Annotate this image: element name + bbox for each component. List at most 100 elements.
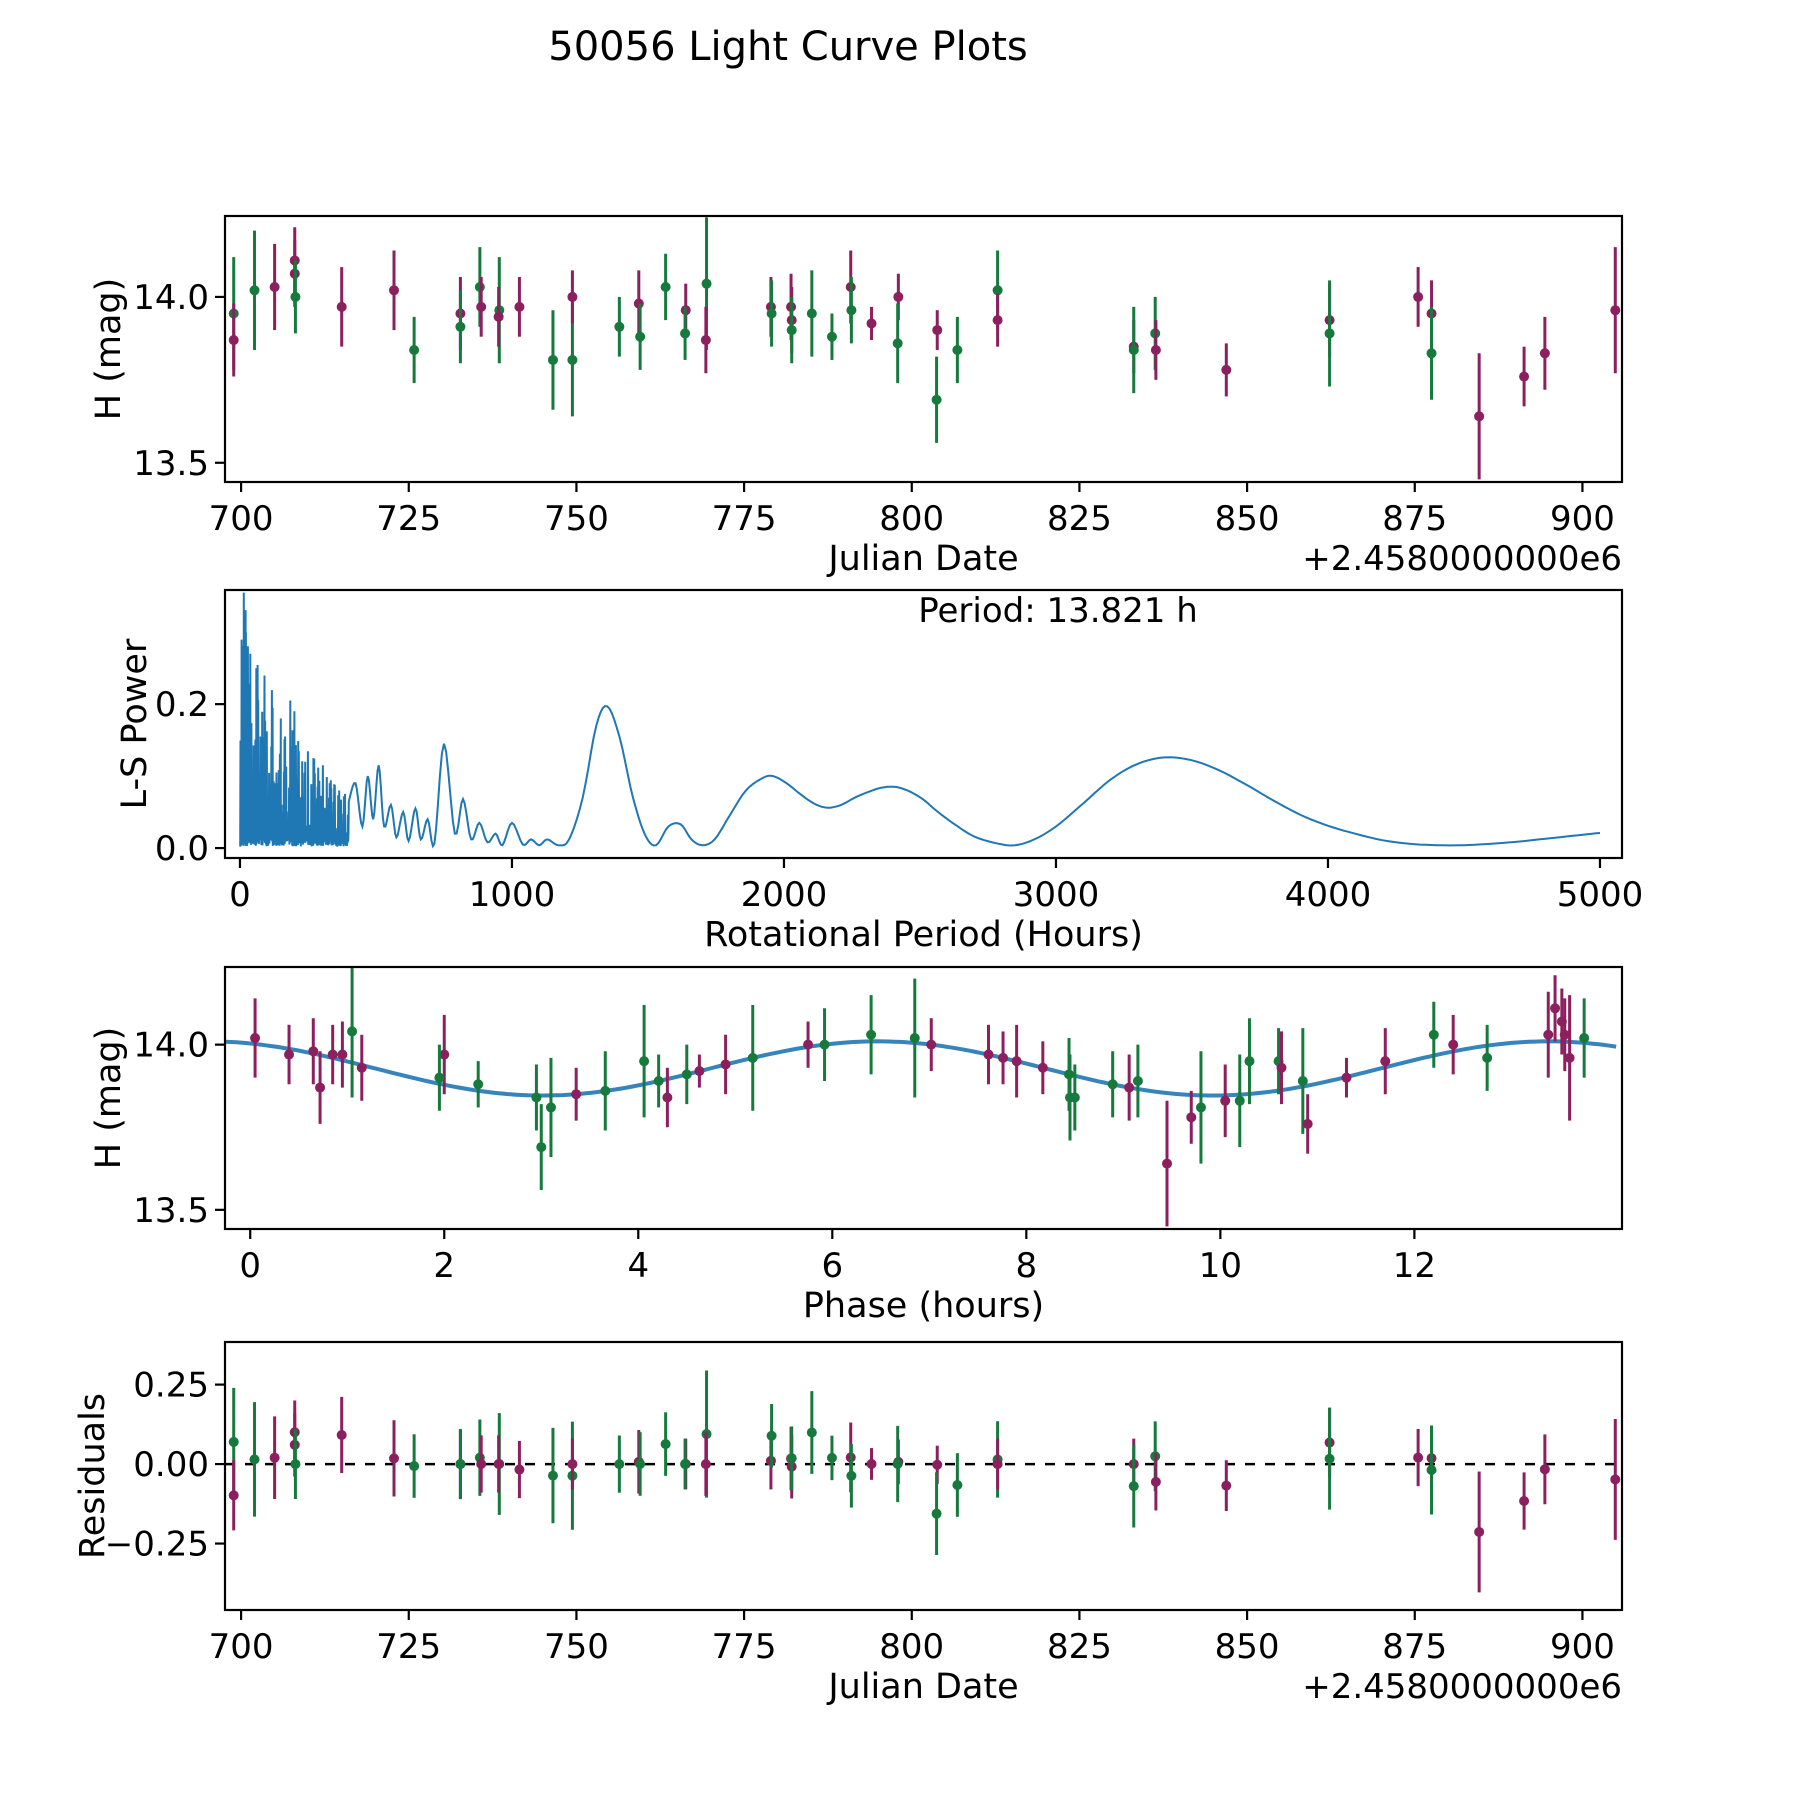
phase_curve-data-point xyxy=(1195,1102,1206,1113)
phase_curve-data-point xyxy=(1302,1118,1313,1129)
phase_curve-data-point xyxy=(866,1029,877,1040)
light_curve-data-point xyxy=(389,285,400,296)
periodogram-power-curve xyxy=(239,592,1601,849)
phase_curve-data-point xyxy=(983,1049,994,1060)
light_curve-data-point xyxy=(493,311,504,322)
light_curve-x-tick-label: 800 xyxy=(879,499,944,539)
phase_curve-data-point xyxy=(998,1052,1009,1063)
light_curve-data-point xyxy=(547,354,558,365)
phase_curve-data-point xyxy=(434,1072,445,1083)
residuals-data-point xyxy=(614,1459,625,1470)
light_curve-y-axis-label: H (mag) xyxy=(89,278,129,421)
periodogram-x-tick-label: 4000 xyxy=(1285,875,1372,915)
light_curve-data-point xyxy=(786,325,797,336)
residuals-data-point xyxy=(1413,1452,1424,1463)
light_curve-axis-offset-label: +2.4580000000e6 xyxy=(1302,539,1622,579)
phase_curve-data-point xyxy=(1037,1062,1048,1073)
residuals-data-point xyxy=(389,1453,400,1464)
light_curve-y-tick-label: 14.0 xyxy=(133,278,209,318)
periodogram-y-tick-label: 0.0 xyxy=(155,829,209,869)
light_curve-x-axis-label: Julian Date xyxy=(826,539,1018,579)
residuals-data-point xyxy=(336,1429,347,1440)
phase_curve-data-point xyxy=(1162,1158,1173,1169)
residuals-data-point xyxy=(635,1458,646,1469)
residuals-data-point xyxy=(514,1464,525,1475)
phase_curve-data-point xyxy=(1220,1095,1231,1106)
residuals-x-tick-label: 750 xyxy=(544,1627,609,1667)
phase_curve-x-tick-label: 12 xyxy=(1393,1246,1436,1286)
phase_curve-axes-frame xyxy=(223,965,1624,1231)
phase_curve-data-point xyxy=(315,1082,326,1093)
light_curve-data-point xyxy=(1413,291,1424,302)
light_curve-data-point xyxy=(567,291,578,302)
light_curve-data-point xyxy=(826,331,837,342)
residuals-data-point xyxy=(493,1458,504,1469)
residuals-data-point xyxy=(892,1458,903,1469)
residuals-data-layer xyxy=(225,1370,1622,1593)
residuals-data-point xyxy=(1426,1464,1437,1475)
light_curve-data-point xyxy=(700,335,711,346)
light_curve-data-point xyxy=(514,301,525,312)
light_curve-data-point xyxy=(228,335,239,346)
residuals-data-point xyxy=(1150,1476,1161,1487)
phase_curve-data-point xyxy=(1011,1056,1022,1067)
phase_curve-data-point xyxy=(1297,1075,1308,1086)
phase_curve-data-point xyxy=(1543,1029,1554,1040)
phase_curve-data-point xyxy=(308,1046,319,1057)
periodogram-y-axis-label: L-S Power xyxy=(115,638,155,809)
light_curve-data-point xyxy=(1610,305,1621,316)
phase_curve-data-point xyxy=(347,1026,358,1037)
figure-title: 50056 Light Curve Plots xyxy=(548,24,1028,70)
light_curve-data-point xyxy=(1128,344,1139,355)
phase_curve-data-point xyxy=(536,1142,547,1153)
periodogram-x-tick-label: 3000 xyxy=(1013,875,1100,915)
phase_curve-data-point xyxy=(600,1085,611,1096)
residuals-data-point xyxy=(547,1470,558,1481)
residuals-y-tick-label: 0.25 xyxy=(133,1366,209,1406)
residuals-y-tick-label: 0.00 xyxy=(133,1445,209,1485)
phase_curve-data-point xyxy=(337,1049,348,1060)
phase_curve-data-point xyxy=(473,1079,484,1090)
light_curve-x-tick-label: 775 xyxy=(712,499,777,539)
light_curve-x-tick-label: 750 xyxy=(544,499,609,539)
light_curve-data-point xyxy=(269,281,280,292)
light_curve-data-point xyxy=(846,305,857,316)
panel-phase_curve: 0 2 4 6 8 10 12 13.5 14.0 Phase (hours) H (mag) xyxy=(89,965,1624,1326)
light_curve-y-tick-label: 13.5 xyxy=(133,444,209,484)
phase_curve-data-point xyxy=(327,1049,338,1060)
phase_curve-x-tick-label: 2 xyxy=(433,1246,455,1286)
residuals-data-point xyxy=(1539,1464,1550,1475)
phase_curve-data-point xyxy=(1186,1112,1197,1123)
light_curve-data-point xyxy=(336,301,347,312)
light_curve-data-point xyxy=(635,331,646,342)
phase_curve-data-point xyxy=(1380,1056,1391,1067)
panel-residuals: 700 725 750 775 800 825 850 875 900 −0.25 0.00 0.25… xyxy=(73,1340,1624,1707)
light_curve-data-point xyxy=(701,278,712,289)
residuals-x-axis-label: Julian Date xyxy=(826,1667,1018,1707)
light_curve-x-tick-label: 850 xyxy=(1215,499,1280,539)
residuals-y-tick-label: −0.25 xyxy=(105,1525,209,1565)
phase_curve-y-tick-label: 14.0 xyxy=(133,1026,209,1066)
phase_curve-data-point xyxy=(1428,1029,1439,1040)
residuals-data-point xyxy=(228,1490,239,1501)
phase_curve-data-point xyxy=(1244,1056,1255,1067)
residuals-data-point xyxy=(1519,1496,1530,1507)
phase_curve-data-point xyxy=(284,1049,295,1060)
light_curve-x-tick-label: 875 xyxy=(1382,499,1447,539)
residuals-axes-frame xyxy=(223,1340,1624,1612)
phase_curve-data-point xyxy=(819,1039,830,1050)
phase_curve-data-point xyxy=(909,1033,920,1044)
light_curve-data-point xyxy=(766,308,777,319)
light_curve-data-point xyxy=(893,291,904,302)
phase_curve-y-tick-label: 13.5 xyxy=(133,1191,209,1231)
light_curve-data-point xyxy=(455,321,466,332)
phase_curve-data-point xyxy=(1234,1095,1245,1106)
phase_curve-data-point xyxy=(1064,1092,1075,1103)
residuals-data-point xyxy=(228,1436,239,1447)
residuals-data-point xyxy=(660,1439,671,1450)
light_curve-data-point xyxy=(249,285,260,296)
phase_curve-data-point xyxy=(1448,1039,1459,1050)
phase_curve-data-point xyxy=(250,1033,261,1044)
light_curve-data-point xyxy=(1519,371,1530,382)
